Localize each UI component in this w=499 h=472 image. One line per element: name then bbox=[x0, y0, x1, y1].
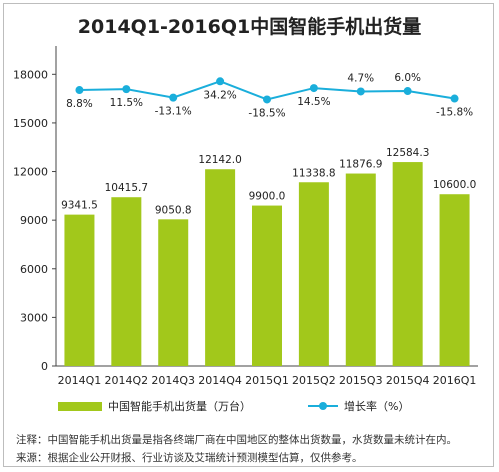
bar bbox=[345, 173, 376, 366]
y-tick-label: 9000 bbox=[20, 214, 48, 227]
note-source: 来源：根据企业公开财报、行业访谈及艾瑞统计预测模型估算，仅供参考。 bbox=[16, 452, 363, 464]
growth-value-label: 11.5% bbox=[110, 97, 143, 109]
bar-value-label: 11876.9 bbox=[339, 159, 382, 171]
growth-value-label: 34.2% bbox=[203, 89, 236, 101]
growth-value-label: -18.5% bbox=[248, 107, 285, 119]
bar bbox=[439, 194, 470, 366]
growth-point bbox=[450, 94, 459, 103]
bar-value-label: 12142.0 bbox=[198, 154, 241, 166]
growth-value-label: 14.5% bbox=[297, 96, 330, 108]
x-tick-label: 2015Q3 bbox=[339, 374, 383, 387]
growth-point bbox=[75, 86, 84, 95]
growth-point bbox=[122, 85, 131, 94]
y-tick-label: 15000 bbox=[13, 117, 48, 130]
x-tick-label: 2014Q4 bbox=[198, 374, 242, 387]
y-tick-label: 18000 bbox=[13, 68, 48, 81]
growth-value-label: -15.8% bbox=[436, 107, 473, 119]
growth-value-label: 8.8% bbox=[66, 98, 93, 110]
bar-value-label: 9900.0 bbox=[249, 191, 286, 203]
legend-item-bars: 中国智能手机出货量（万台） bbox=[58, 398, 251, 414]
bar-value-label: 10415.7 bbox=[105, 182, 148, 194]
growth-value-label: 4.7% bbox=[347, 72, 374, 84]
x-tick-label: 2016Q1 bbox=[433, 374, 477, 387]
bar bbox=[252, 205, 282, 366]
x-tick-label: 2015Q2 bbox=[292, 374, 336, 387]
bar-value-label: 12584.3 bbox=[386, 147, 429, 159]
note-annotation: 注释：中国智能手机出货量是指各终端厂商在中国地区的整体出货数量，水货数量未统计在… bbox=[16, 434, 457, 446]
y-tick-label: 0 bbox=[41, 360, 48, 373]
bar bbox=[111, 197, 142, 366]
growth-value-label: -13.1% bbox=[155, 106, 192, 118]
bar-value-label: 11338.8 bbox=[292, 167, 335, 179]
x-tick-label: 2015Q4 bbox=[386, 374, 430, 387]
chart-title: 2014Q1-2016Q1中国智能手机出货量 bbox=[77, 16, 422, 38]
growth-value-label: 6.0% bbox=[394, 72, 421, 84]
x-tick-label: 2014Q2 bbox=[105, 374, 149, 387]
growth-point bbox=[403, 87, 412, 96]
legend-bar-swatch bbox=[58, 401, 102, 411]
legend-item-growth: 增长率（%） bbox=[308, 398, 409, 414]
chart-frame bbox=[3, 3, 494, 467]
bar bbox=[64, 214, 95, 366]
bar bbox=[205, 169, 236, 366]
growth-point bbox=[216, 77, 225, 86]
growth-point bbox=[263, 95, 271, 104]
y-tick-label: 12000 bbox=[13, 166, 48, 179]
x-tick-label: 2015Q1 bbox=[245, 374, 289, 387]
x-tick-label: 2014Q3 bbox=[151, 374, 195, 387]
bar bbox=[392, 162, 423, 366]
bar bbox=[298, 182, 329, 366]
legend-line-swatch bbox=[308, 401, 338, 411]
growth-point bbox=[169, 93, 178, 102]
bar-value-label: 9050.8 bbox=[155, 204, 192, 216]
bar bbox=[158, 219, 189, 366]
y-tick-label: 6000 bbox=[20, 263, 48, 276]
growth-point bbox=[356, 87, 365, 96]
y-tick-label: 3000 bbox=[20, 311, 48, 324]
x-tick-label: 2014Q1 bbox=[58, 374, 102, 387]
growth-point bbox=[309, 84, 318, 93]
bar-value-label: 10600.0 bbox=[433, 179, 476, 191]
bar-value-label: 9341.5 bbox=[61, 200, 98, 212]
legend-bar-label: 中国智能手机出货量（万台） bbox=[108, 400, 251, 413]
legend-line-label: 增长率（%） bbox=[344, 400, 410, 413]
